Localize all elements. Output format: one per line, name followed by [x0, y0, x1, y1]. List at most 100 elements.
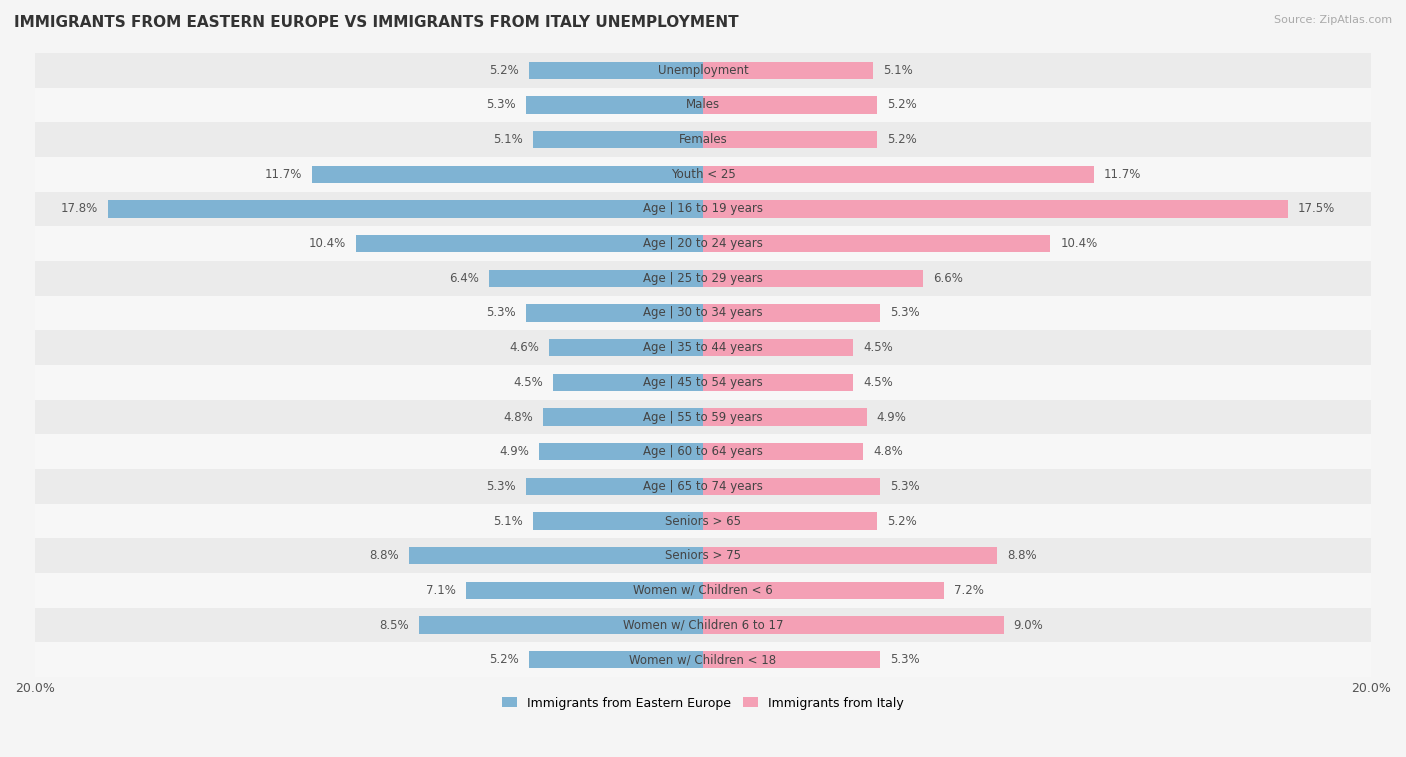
Bar	[35, 643, 1371, 678]
Bar	[553, 374, 703, 391]
Bar	[419, 616, 703, 634]
Text: 9.0%: 9.0%	[1014, 618, 1043, 631]
Bar	[35, 400, 1371, 435]
Bar	[35, 226, 1371, 261]
Text: 5.3%: 5.3%	[486, 98, 516, 111]
Text: Males: Males	[686, 98, 720, 111]
Text: 17.8%: 17.8%	[60, 202, 98, 216]
Bar	[703, 201, 1288, 217]
Text: 6.4%: 6.4%	[450, 272, 479, 285]
Bar	[489, 269, 703, 287]
Text: 8.8%: 8.8%	[1007, 550, 1036, 562]
Text: 5.1%: 5.1%	[883, 64, 912, 76]
Text: Females: Females	[679, 133, 727, 146]
Bar	[35, 122, 1371, 157]
Text: 5.2%: 5.2%	[489, 64, 519, 76]
Bar	[703, 443, 863, 460]
Bar	[703, 651, 880, 668]
Text: Age | 16 to 19 years: Age | 16 to 19 years	[643, 202, 763, 216]
Bar	[35, 88, 1371, 122]
Text: Age | 45 to 54 years: Age | 45 to 54 years	[643, 376, 763, 389]
Text: Women w/ Children 6 to 17: Women w/ Children 6 to 17	[623, 618, 783, 631]
Text: 4.6%: 4.6%	[509, 341, 540, 354]
Text: 4.9%: 4.9%	[499, 445, 529, 458]
Text: 17.5%: 17.5%	[1298, 202, 1334, 216]
Bar	[35, 538, 1371, 573]
Bar	[35, 469, 1371, 503]
Text: Youth < 25: Youth < 25	[671, 168, 735, 181]
Bar	[703, 582, 943, 599]
Bar	[35, 330, 1371, 365]
Text: 4.8%: 4.8%	[873, 445, 903, 458]
Text: 8.8%: 8.8%	[370, 550, 399, 562]
Text: 5.1%: 5.1%	[494, 515, 523, 528]
Text: Seniors > 65: Seniors > 65	[665, 515, 741, 528]
Text: Age | 60 to 64 years: Age | 60 to 64 years	[643, 445, 763, 458]
Text: 5.2%: 5.2%	[489, 653, 519, 666]
Text: 11.7%: 11.7%	[1104, 168, 1142, 181]
Bar	[543, 408, 703, 425]
Bar	[312, 166, 703, 183]
Bar	[35, 192, 1371, 226]
Text: 5.3%: 5.3%	[486, 307, 516, 319]
Bar	[533, 512, 703, 530]
Bar	[703, 166, 1094, 183]
Text: 5.3%: 5.3%	[890, 653, 920, 666]
Legend: Immigrants from Eastern Europe, Immigrants from Italy: Immigrants from Eastern Europe, Immigran…	[496, 692, 910, 715]
Bar	[550, 339, 703, 357]
Text: Unemployment: Unemployment	[658, 64, 748, 76]
Bar	[703, 478, 880, 495]
Bar	[703, 304, 880, 322]
Bar	[703, 235, 1050, 252]
Bar	[703, 131, 877, 148]
Bar	[703, 61, 873, 79]
Text: 5.3%: 5.3%	[486, 480, 516, 493]
Text: Age | 65 to 74 years: Age | 65 to 74 years	[643, 480, 763, 493]
Bar	[356, 235, 703, 252]
Text: 4.5%: 4.5%	[863, 376, 893, 389]
Bar	[465, 582, 703, 599]
Bar	[703, 408, 866, 425]
Text: 10.4%: 10.4%	[1060, 237, 1098, 250]
Text: 7.2%: 7.2%	[953, 584, 983, 597]
Text: 4.9%: 4.9%	[877, 410, 907, 423]
Bar	[703, 269, 924, 287]
Text: Age | 30 to 34 years: Age | 30 to 34 years	[643, 307, 763, 319]
Text: Source: ZipAtlas.com: Source: ZipAtlas.com	[1274, 15, 1392, 25]
Bar	[703, 512, 877, 530]
Bar	[35, 157, 1371, 192]
Bar	[529, 651, 703, 668]
Bar	[35, 365, 1371, 400]
Bar	[35, 261, 1371, 296]
Bar	[540, 443, 703, 460]
Bar	[703, 96, 877, 114]
Text: 5.2%: 5.2%	[887, 133, 917, 146]
Text: Women w/ Children < 6: Women w/ Children < 6	[633, 584, 773, 597]
Bar	[409, 547, 703, 565]
Bar	[703, 374, 853, 391]
Bar	[35, 573, 1371, 608]
Text: Age | 55 to 59 years: Age | 55 to 59 years	[643, 410, 763, 423]
Bar	[526, 478, 703, 495]
Text: 5.3%: 5.3%	[890, 480, 920, 493]
Text: 10.4%: 10.4%	[308, 237, 346, 250]
Bar	[108, 201, 703, 217]
Bar	[35, 53, 1371, 88]
Bar	[703, 547, 997, 565]
Text: 5.3%: 5.3%	[890, 307, 920, 319]
Text: 4.5%: 4.5%	[513, 376, 543, 389]
Text: Age | 20 to 24 years: Age | 20 to 24 years	[643, 237, 763, 250]
Bar	[529, 61, 703, 79]
Text: 6.6%: 6.6%	[934, 272, 963, 285]
Text: 4.8%: 4.8%	[503, 410, 533, 423]
Bar	[35, 296, 1371, 330]
Bar	[703, 616, 1004, 634]
Text: 5.1%: 5.1%	[494, 133, 523, 146]
Bar	[533, 131, 703, 148]
Text: Age | 25 to 29 years: Age | 25 to 29 years	[643, 272, 763, 285]
Bar	[526, 304, 703, 322]
Bar	[35, 608, 1371, 643]
Bar	[35, 503, 1371, 538]
Text: 4.5%: 4.5%	[863, 341, 893, 354]
Text: Seniors > 75: Seniors > 75	[665, 550, 741, 562]
